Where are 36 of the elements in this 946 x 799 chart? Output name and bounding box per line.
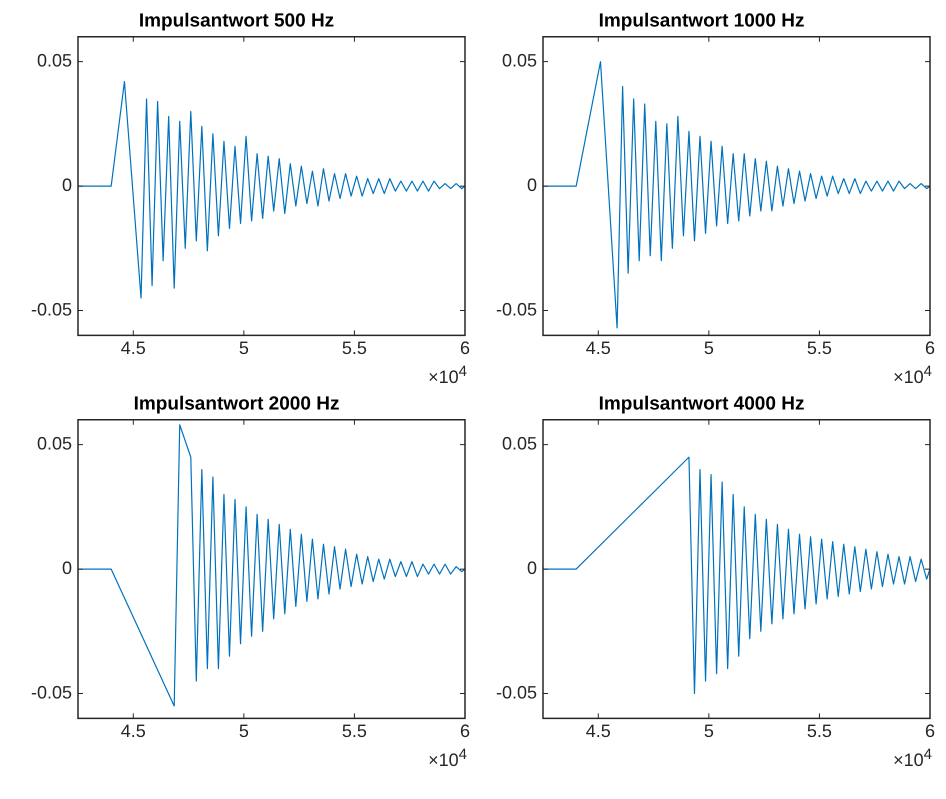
y-tick-label: -0.05 xyxy=(30,682,72,702)
y-tick-label: -0.05 xyxy=(30,299,72,320)
y-tick-label: 0 xyxy=(62,558,72,578)
x-tick-label: 5.5 xyxy=(806,721,832,742)
x-tick-label: 6 xyxy=(924,721,935,742)
x-tick-label: 4.5 xyxy=(120,338,146,358)
y-tick-label: 0.05 xyxy=(502,50,537,71)
x-tick-label: 5 xyxy=(704,338,714,358)
y-tick-label: 0.05 xyxy=(502,434,537,454)
x-tick-label: 5 xyxy=(704,721,714,742)
text: ×10$^{4}$ xyxy=(893,363,932,388)
text: ×10$^{4}$ xyxy=(893,746,932,771)
x-tick-label: 5.5 xyxy=(806,338,832,358)
y-tick-label: 0 xyxy=(526,175,537,196)
y-tick-label: 0 xyxy=(62,175,72,196)
x-tick-label: 5.5 xyxy=(342,721,367,742)
y-tick-label: -0.05 xyxy=(496,682,537,702)
x-tick-label: 5 xyxy=(238,338,249,358)
y-tick-label: 0.05 xyxy=(36,50,72,71)
y-tick-label: -0.05 xyxy=(496,299,537,320)
x-tick-label: 4.5 xyxy=(120,721,146,742)
chart-title: Impulsantwort 500 Hz xyxy=(138,10,334,32)
text: ×10$^{4}$ xyxy=(428,363,467,388)
x-tick-label: 6 xyxy=(460,338,470,358)
y-tick-label: 0.05 xyxy=(36,434,72,454)
chart-title: Impulsantwort 2000 Hz xyxy=(134,394,340,415)
x-tick-label: 6 xyxy=(460,721,470,742)
x-tick-label: 4.5 xyxy=(586,338,611,358)
x-tick-label: 6 xyxy=(924,338,935,358)
x-tick-label: 5.5 xyxy=(342,338,367,358)
y-tick-label: 0 xyxy=(526,558,537,578)
x-tick-label: 5 xyxy=(238,721,249,742)
chart-title: Impulsantwort 1000 Hz xyxy=(598,10,804,32)
text: ×10$^{4}$ xyxy=(428,746,467,771)
chart-title: Impulsantwort 4000 Hz xyxy=(598,394,804,415)
x-tick-label: 4.5 xyxy=(586,721,611,742)
